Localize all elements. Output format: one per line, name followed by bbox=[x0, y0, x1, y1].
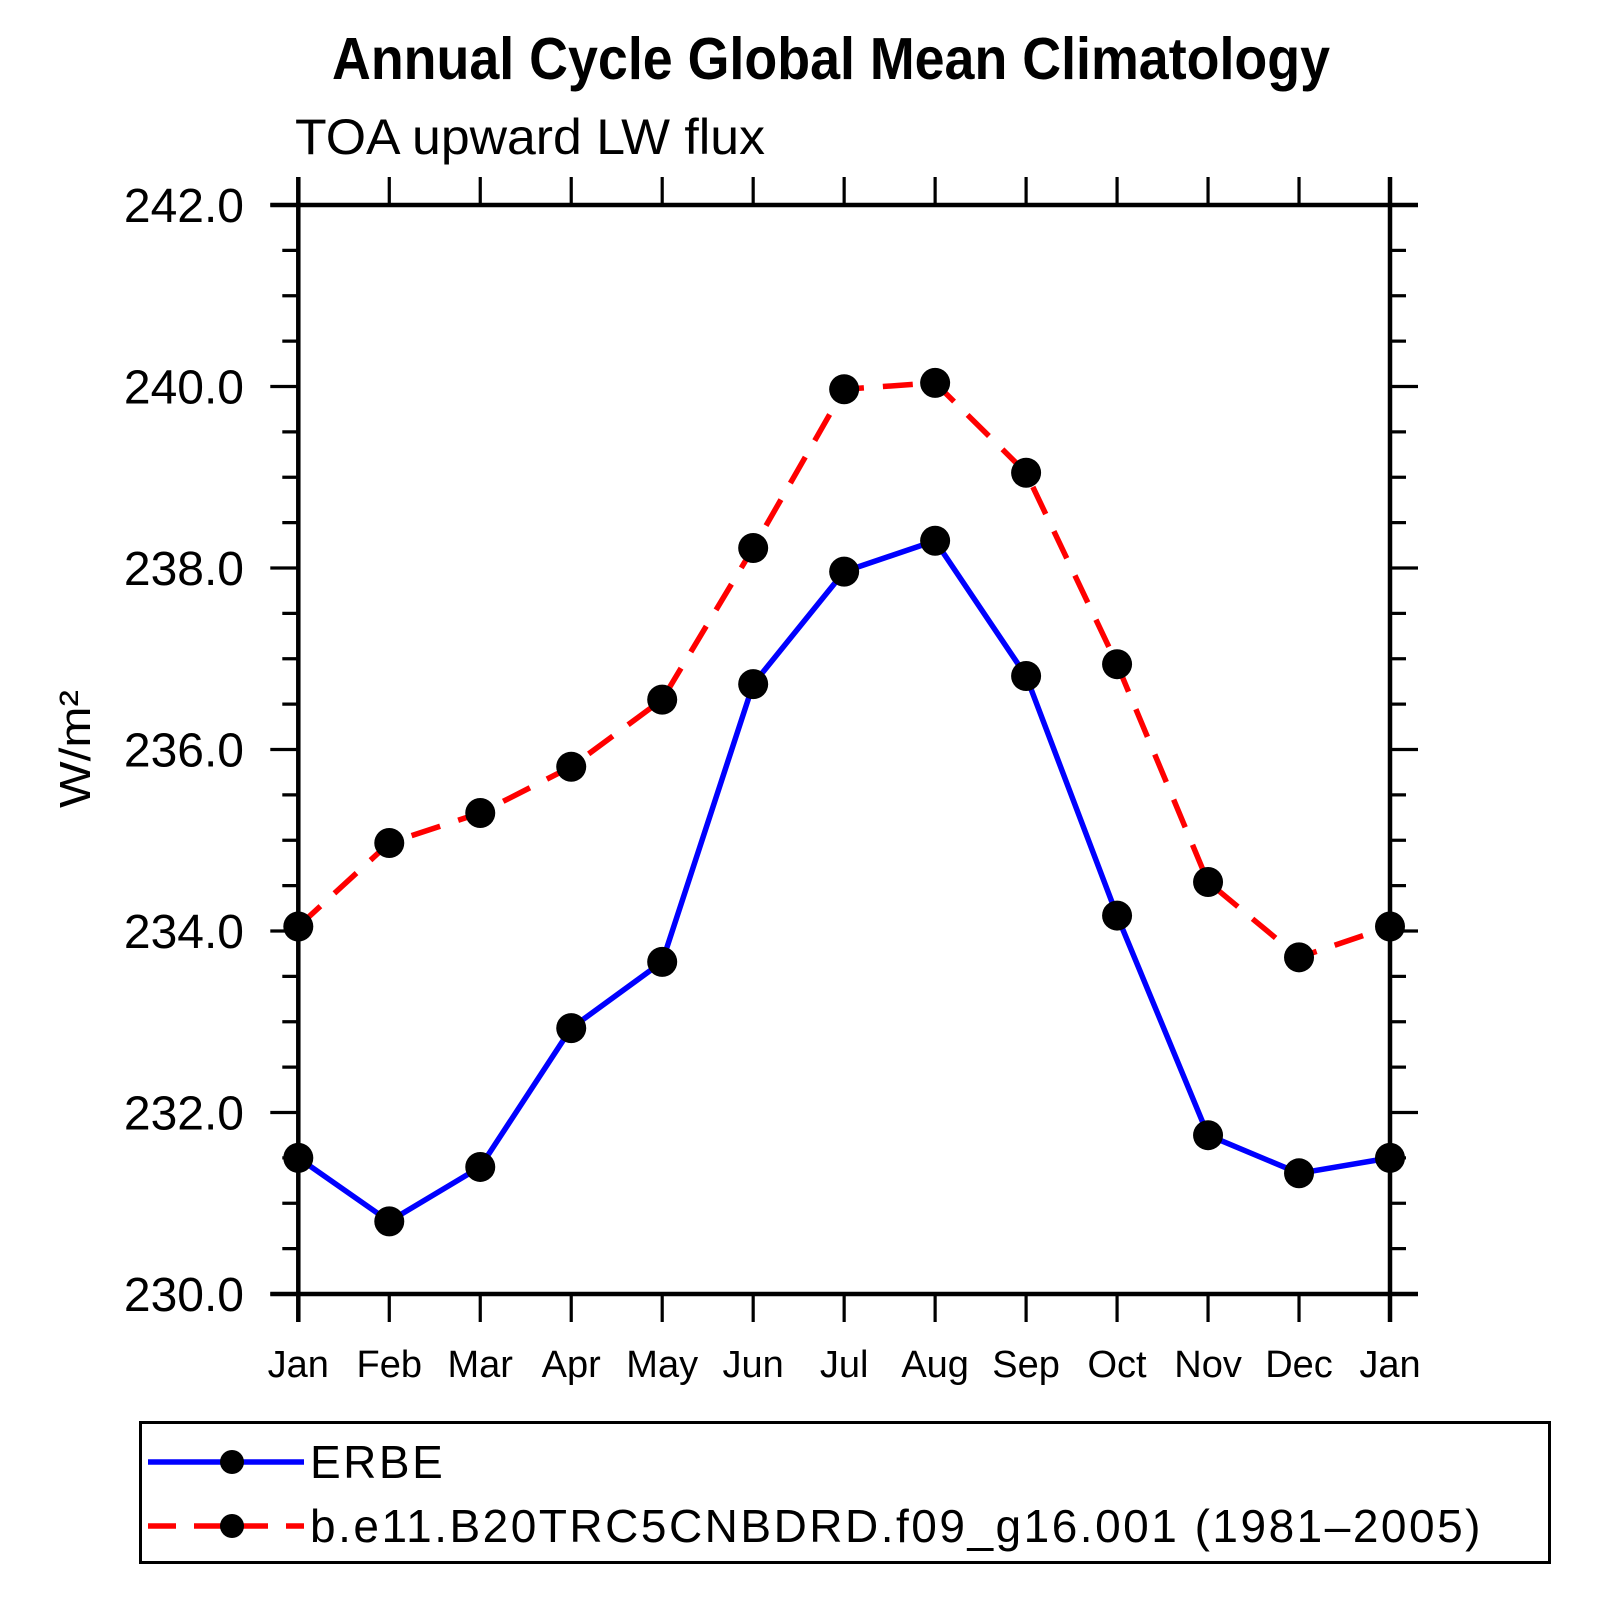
y-tick-label: 234.0 bbox=[124, 906, 244, 959]
data-point-marker bbox=[1284, 942, 1315, 973]
x-tick-label: Aug bbox=[901, 1344, 969, 1386]
x-tick-label: Oct bbox=[1088, 1344, 1148, 1386]
data-point-marker bbox=[374, 827, 405, 858]
legend-label-model: b.e11.B20TRC5CNBDRD.f09_g16.001 (1981–20… bbox=[310, 1500, 1483, 1552]
data-point-marker bbox=[1375, 1142, 1405, 1173]
y-axis-label: W/m² bbox=[51, 690, 100, 808]
y-tick-label: 236.0 bbox=[124, 725, 244, 778]
series-line-erbe bbox=[296, 537, 1391, 1225]
x-tick-label: Nov bbox=[1174, 1344, 1242, 1386]
legend-marker-icon bbox=[220, 1514, 244, 1538]
data-point-marker bbox=[556, 751, 587, 782]
x-tick-label: Feb bbox=[357, 1344, 422, 1386]
x-tick-label: May bbox=[626, 1344, 698, 1386]
series-line-model bbox=[296, 380, 1391, 961]
data-point-marker bbox=[647, 684, 678, 715]
data-point-marker bbox=[738, 669, 769, 700]
data-point-marker bbox=[556, 1013, 587, 1044]
data-point-marker bbox=[1375, 911, 1405, 942]
data-point-marker bbox=[283, 1142, 314, 1173]
legend-marker-icon bbox=[220, 1450, 244, 1474]
y-tick-label: 230.0 bbox=[124, 1269, 244, 1322]
data-point-marker bbox=[374, 1206, 405, 1237]
data-series bbox=[283, 367, 1405, 1237]
tick-labels: Jan Feb Mar Apr May Jun Jul Aug Sep Oct Nov Dec Jan 2… bbox=[124, 180, 1421, 1386]
legend-label-erbe: ERBE bbox=[310, 1436, 446, 1488]
legend-item-model: b.e11.B20TRC5CNBDRD.f09_g16.001 (1981–20… bbox=[148, 1500, 1483, 1552]
x-tick-label: Sep bbox=[992, 1344, 1060, 1386]
x-tick-label: Jun bbox=[723, 1344, 784, 1386]
data-point-marker bbox=[829, 556, 860, 587]
legend-sample-dashed bbox=[148, 1514, 304, 1538]
data-point-marker bbox=[1011, 457, 1042, 488]
data-point-marker bbox=[1193, 1120, 1224, 1151]
data-point-marker bbox=[738, 533, 769, 564]
data-point-marker bbox=[1011, 660, 1042, 691]
data-point-marker bbox=[1193, 866, 1224, 897]
x-tick-label: Jul bbox=[820, 1344, 869, 1386]
x-tick-label: Apr bbox=[542, 1344, 601, 1386]
data-point-marker bbox=[829, 374, 860, 405]
data-point-marker bbox=[465, 798, 496, 829]
x-tick-label: Jan bbox=[1359, 1344, 1420, 1386]
legend: ERBE b.e11.B20TRC5CNBDRD.f09_g16.001 (19… bbox=[139, 1421, 1551, 1564]
chart-subtitle: TOA upward LW flux bbox=[295, 109, 765, 165]
legend-item-erbe: ERBE bbox=[148, 1436, 446, 1488]
data-point-marker bbox=[1102, 649, 1133, 680]
x-tick-label: Mar bbox=[448, 1344, 514, 1386]
data-point-marker bbox=[1284, 1158, 1315, 1189]
legend-sample-solid bbox=[148, 1450, 304, 1474]
data-point-marker bbox=[283, 911, 314, 942]
data-point-marker bbox=[647, 946, 678, 977]
x-tick-label: Jan bbox=[268, 1344, 329, 1386]
y-tick-label: 238.0 bbox=[124, 543, 244, 596]
data-point-marker bbox=[920, 525, 951, 556]
data-point-marker bbox=[920, 367, 951, 398]
data-point-marker bbox=[465, 1151, 496, 1182]
y-tick-label: 240.0 bbox=[124, 362, 244, 415]
y-tick-label: 232.0 bbox=[124, 1088, 244, 1141]
chart-title: Annual Cycle Global Mean Climatology bbox=[332, 26, 1330, 92]
x-tick-label: Dec bbox=[1265, 1344, 1333, 1386]
data-point-marker bbox=[1102, 900, 1133, 931]
y-tick-label: 242.0 bbox=[124, 180, 244, 233]
